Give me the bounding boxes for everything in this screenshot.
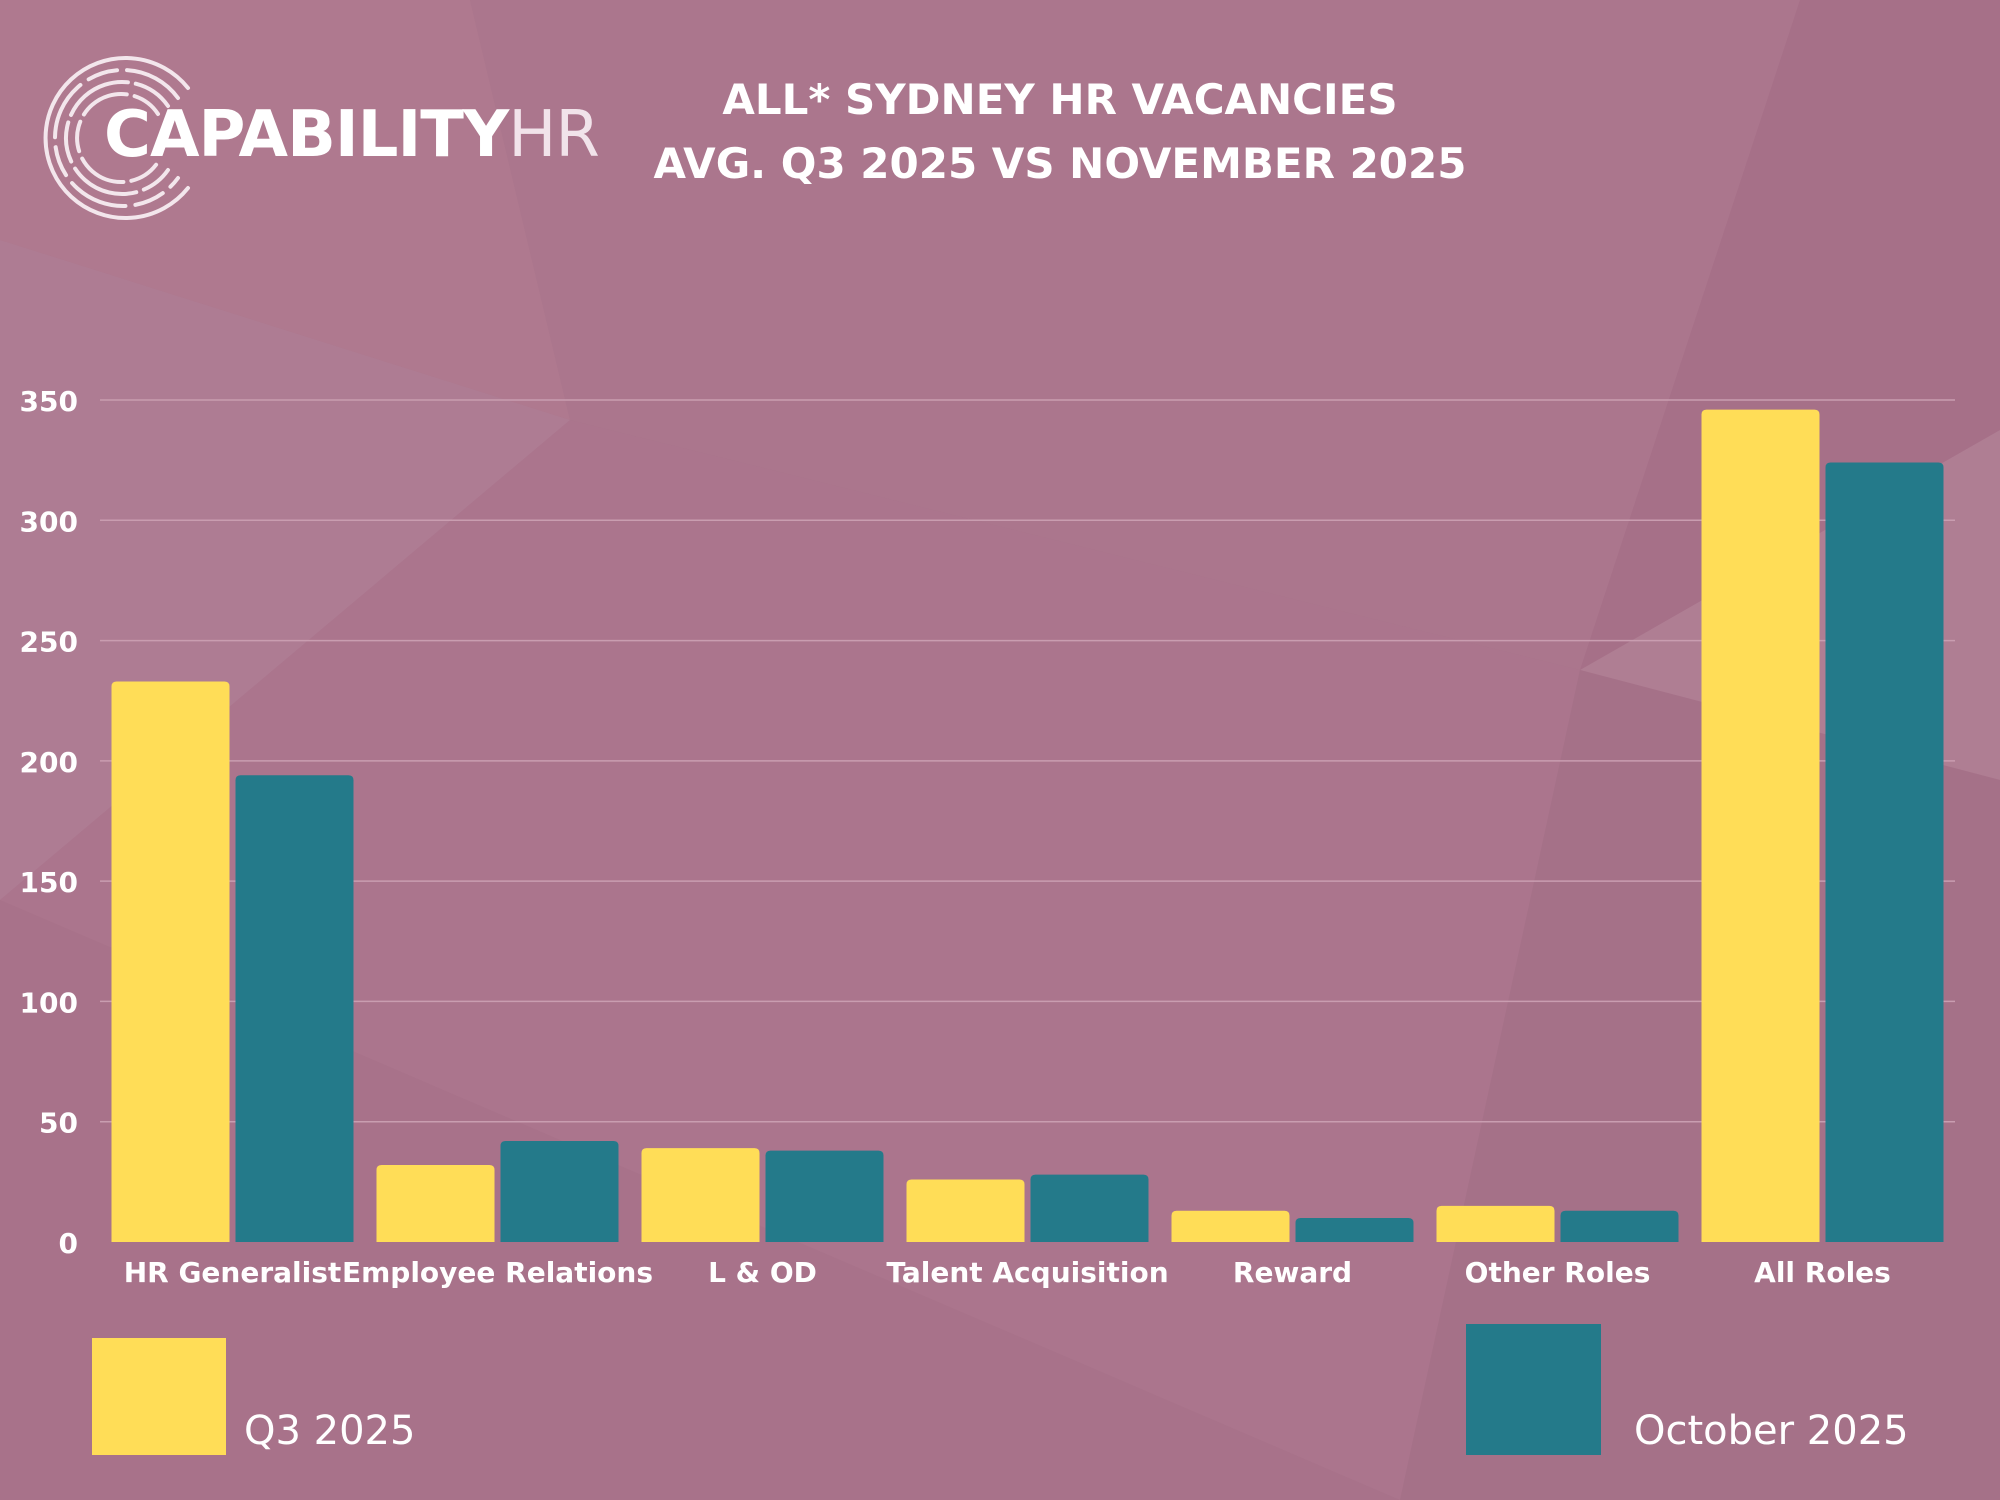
bar-q3-2025 [111, 681, 230, 1242]
bar-october-2025 [1295, 1217, 1414, 1242]
bar-q3-2025 [641, 1148, 760, 1242]
chart-grid [100, 399, 1955, 1123]
legend-swatch-october-2025 [1466, 1324, 1601, 1455]
y-tick-label: 350 [20, 385, 78, 418]
bar-q3-2025 [906, 1179, 1025, 1242]
bar-october-2025 [765, 1150, 884, 1242]
bar-october-2025 [1560, 1210, 1679, 1242]
logo-text-main: CAPABILITY [104, 98, 509, 172]
x-tick-label: HR Generalist [124, 1256, 342, 1289]
legend-label-october-2025: October 2025 [1634, 1408, 1909, 1454]
x-axis: HR Generalist Employee Relations L & OD Tal… [124, 1256, 1891, 1289]
x-tick-label: Talent Acquisition [886, 1256, 1168, 1289]
bar-q3-2025 [1701, 409, 1820, 1242]
capability-hr-logo: CAPABILITYHR [38, 48, 600, 228]
y-tick-label: 50 [39, 1107, 78, 1140]
bar-october-2025 [235, 775, 354, 1242]
y-tick-label: 250 [20, 626, 78, 659]
bar-q3-2025 [1171, 1210, 1290, 1242]
bar-october-2025 [1825, 462, 1944, 1242]
legend-swatch-q3-2025 [92, 1338, 226, 1455]
logo-wordmark: CAPABILITYHR [104, 98, 600, 172]
chart-title-line-2: AVG. Q3 2025 VS NOVEMBER 2025 [653, 139, 1467, 188]
y-tick-label: 100 [20, 986, 78, 1019]
chart-title: ALL* SYDNEY HR VACANCIES AVG. Q3 2025 VS… [560, 68, 1560, 196]
bar-october-2025 [1030, 1174, 1149, 1242]
x-tick-label: Reward [1233, 1256, 1352, 1289]
y-tick-label: 200 [20, 746, 78, 779]
logo-text-suffix: HR [508, 98, 600, 172]
legend-label-q3-2025: Q3 2025 [244, 1408, 416, 1454]
x-tick-label: Employee Relations [342, 1256, 653, 1289]
bar-series [111, 409, 1944, 1242]
bar-q3-2025 [376, 1165, 495, 1242]
x-tick-label: Other Roles [1465, 1256, 1651, 1289]
x-tick-label: L & OD [708, 1256, 817, 1289]
logo-rings-icon [43, 56, 190, 220]
y-axis: 0 50 100 150 200 250 300 350 [20, 385, 78, 1260]
y-tick-label: 150 [20, 866, 78, 899]
chart-title-line-1: ALL* SYDNEY HR VACANCIES [722, 75, 1398, 124]
bar-q3-2025 [1436, 1205, 1555, 1242]
bar-october-2025 [500, 1140, 619, 1242]
x-tick-label: All Roles [1754, 1256, 1891, 1289]
y-tick-label: 300 [20, 505, 78, 538]
y-tick-label: 0 [59, 1227, 78, 1260]
